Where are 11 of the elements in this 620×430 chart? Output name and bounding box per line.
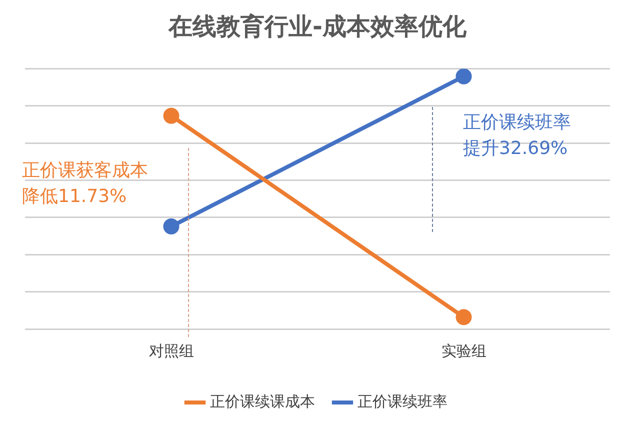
point (456, 68, 472, 84)
x-tick-label: 对照组 (148, 342, 194, 360)
point (163, 218, 180, 234)
legend-label: 正价课续班率 (358, 392, 448, 410)
annotation: 正价课获客成本降低11.73% (22, 159, 149, 209)
legend-label: 正价课续课成本 (210, 392, 315, 410)
point (163, 108, 180, 124)
x-tick-label: 实验组 (441, 342, 486, 360)
chart-title: 在线教育行业-成本效率优化 (168, 12, 468, 41)
point (456, 309, 472, 326)
annotation: 正价课续班率提升32.69% (463, 111, 572, 161)
